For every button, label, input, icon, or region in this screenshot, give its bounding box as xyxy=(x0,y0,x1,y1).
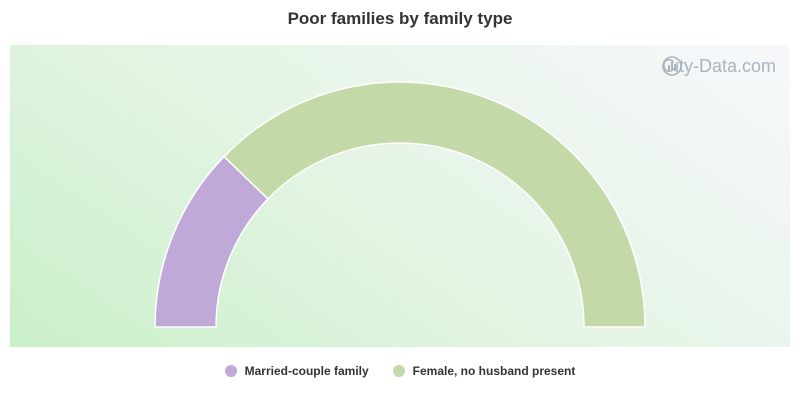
legend-item: Married-couple family xyxy=(224,364,369,378)
chart-title: Poor families by family type xyxy=(287,9,513,28)
half-donut-chart xyxy=(154,81,646,328)
legend: Married-couple family Female, no husband … xyxy=(0,364,800,378)
legend-label: Female, no husband present xyxy=(412,364,576,378)
plot-area: City-Data.com xyxy=(10,45,790,347)
watermark: City-Data.com xyxy=(662,56,776,77)
legend-label: Married-couple family xyxy=(244,364,369,378)
legend-item: Female, no husband present xyxy=(392,364,576,378)
legend-swatch xyxy=(392,365,405,377)
donut-segment-female-no-husband-present xyxy=(222,81,646,328)
watermark-text: City-Data.com xyxy=(661,56,776,76)
city-data-logo-icon xyxy=(662,56,682,76)
legend-swatch xyxy=(224,365,237,377)
